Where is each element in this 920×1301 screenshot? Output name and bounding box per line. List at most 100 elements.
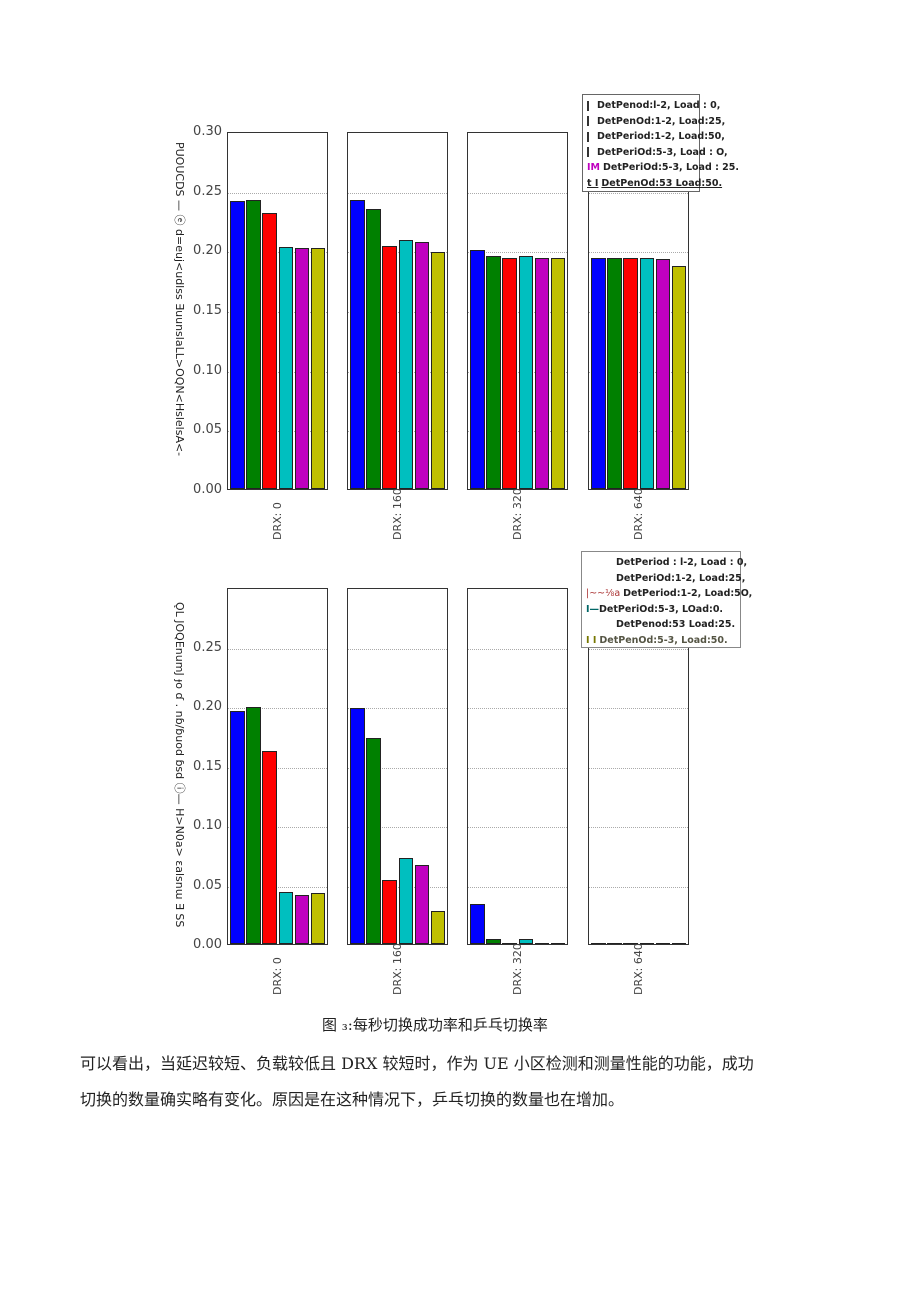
chart-panel — [347, 588, 448, 945]
bar — [294, 895, 310, 944]
grid-line — [589, 312, 688, 313]
chart-panel — [467, 588, 568, 945]
bar — [262, 751, 277, 944]
bar — [430, 910, 446, 944]
grid-line — [348, 886, 447, 888]
bar — [398, 858, 414, 944]
chart-panel — [227, 588, 328, 945]
legend-swatch-blue — [587, 100, 589, 111]
bar — [550, 943, 566, 944]
bar — [262, 213, 277, 489]
bar — [486, 256, 501, 489]
grid-line — [589, 371, 688, 373]
grid-line — [468, 827, 567, 828]
bar — [655, 943, 671, 944]
grid-line — [348, 252, 447, 254]
grid-line — [589, 252, 688, 254]
bar — [518, 939, 534, 944]
grid-line — [228, 886, 327, 888]
y-tick-label: 0.05 — [193, 422, 222, 438]
bar — [278, 891, 294, 944]
legend-swatch-green — [587, 116, 589, 127]
bar — [502, 943, 517, 944]
grid-line — [348, 767, 447, 769]
grid-line — [348, 431, 447, 433]
x-axis-category-label: DRX: 640 — [631, 943, 645, 995]
bar — [470, 250, 485, 489]
grid-line — [468, 431, 567, 433]
bar — [398, 239, 414, 489]
y-tick-label: 0.10 — [193, 362, 222, 378]
grid-line — [348, 827, 447, 828]
figure-caption: 图 ₃:每秒切换成功率和乒乓切换率 — [322, 1016, 548, 1034]
bar — [382, 245, 397, 489]
grid-line — [348, 648, 447, 650]
grid-line — [468, 708, 567, 709]
chart-success-handover: PUOUCDS — ⓔ d=euj<udlss ∃uunslaLL>OQN<Hs… — [0, 0, 920, 560]
grid-line — [228, 252, 327, 254]
bar — [366, 738, 381, 944]
grid-line — [589, 708, 688, 709]
y-tick-label: 0.15 — [193, 303, 222, 318]
bar — [671, 265, 687, 489]
grid-line — [228, 312, 327, 313]
grid-line — [589, 767, 688, 769]
legend-item: I I DetPenOd:5-3, Load:50. — [586, 634, 728, 646]
grid-line — [468, 886, 567, 888]
bar — [230, 710, 245, 944]
legend-item: DetPeriOd:1-2, Load:25, — [616, 572, 746, 584]
legend-item: I— DetPeriOd:5-3, LOad:0. — [586, 603, 724, 615]
legend-item: DetPeriod:1-2, Load:50, — [587, 129, 725, 145]
legend-item: DetPeriOd:5-3, Load : O, — [587, 145, 728, 161]
bar — [310, 247, 326, 489]
bar — [639, 257, 655, 489]
bar — [534, 257, 550, 489]
legend-item: IM DetPeriOd:5-3, Load : 25. — [587, 162, 740, 174]
bar — [294, 247, 310, 489]
grid-line — [468, 648, 567, 650]
grid-line — [348, 708, 447, 709]
bar — [246, 707, 261, 944]
legend-item: DetPenod:l-2, Load : 0, — [587, 98, 720, 114]
bar — [230, 201, 245, 489]
bar — [502, 257, 517, 489]
grid-line — [228, 708, 327, 709]
bar — [430, 251, 446, 489]
bar — [470, 903, 485, 944]
y-tick-label: 0.25 — [193, 639, 222, 655]
bar — [350, 708, 365, 944]
legend-item: DetPenod:53 Load:25. — [616, 619, 736, 631]
y-tick-label: 0.15 — [193, 758, 222, 774]
bar — [350, 200, 365, 489]
chart-panel — [467, 132, 568, 490]
bar — [278, 246, 294, 489]
grid-line — [468, 312, 567, 313]
legend-item: DetPenOd:1-2, Load:25, — [587, 114, 725, 130]
bar — [607, 943, 622, 944]
grid-line — [468, 371, 567, 373]
y-tick-label: 0.20 — [193, 243, 222, 259]
chart-panel — [227, 132, 328, 490]
grid-line — [228, 371, 327, 373]
chart-panel — [347, 132, 448, 490]
body-paragraph-line-1: 可以看出，当延迟较短、负载较低且 DRX 较短时，作为 UE 小区检测和测量性能… — [80, 1054, 754, 1073]
grid-line — [589, 192, 688, 194]
grid-line — [228, 767, 327, 769]
bar — [550, 257, 566, 489]
grid-line — [228, 431, 327, 433]
y-tick-label: 0.20 — [193, 699, 222, 714]
legend-swatch-red — [587, 131, 589, 142]
bar — [414, 865, 430, 944]
grid-line — [468, 252, 567, 254]
grid-line — [348, 312, 447, 313]
grid-line — [228, 827, 327, 828]
bar — [534, 943, 550, 944]
chart1-legend: DetPenod:l-2, Load : 0, DetPenOd:1-2, Lo… — [582, 94, 740, 192]
grid-line — [228, 192, 327, 194]
grid-line — [589, 431, 688, 433]
grid-line — [348, 371, 447, 373]
y-tick-label: 0.05 — [193, 877, 222, 893]
x-axis-category-label: DRX: 320 — [510, 943, 524, 995]
grid-line — [589, 886, 688, 888]
bar — [655, 258, 671, 489]
